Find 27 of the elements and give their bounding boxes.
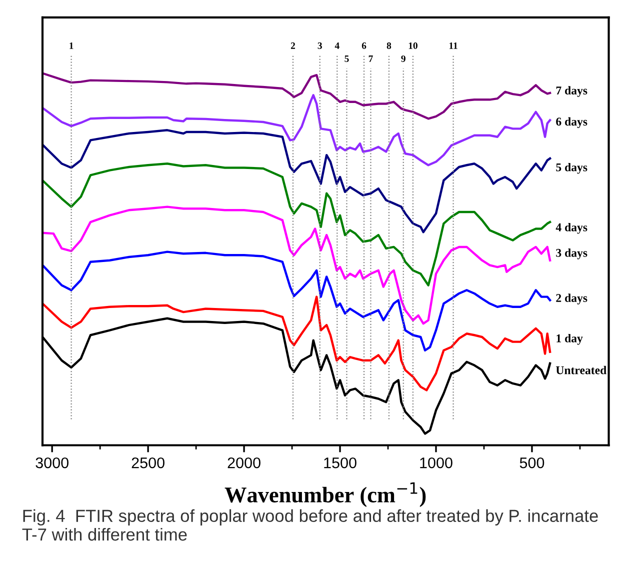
text: 6 <box>362 42 366 49</box>
series-label: 7 days <box>556 86 588 97</box>
text: 1 <box>70 42 74 49</box>
x-tick-label: 2000 <box>228 457 260 468</box>
text: 2 <box>290 42 296 49</box>
text: 4 <box>334 42 340 49</box>
series-label: 1 day <box>556 334 583 345</box>
x-tick-label: 3000 <box>36 457 68 468</box>
series-label: 5 days <box>556 162 588 174</box>
text: 10 <box>408 42 418 49</box>
series-label: 6 days <box>556 117 588 128</box>
text: 9 <box>401 55 406 62</box>
series-label: 2 days <box>556 294 588 304</box>
x-tick-label: 1500 <box>324 457 356 468</box>
text: 3 <box>318 42 322 49</box>
x-tick-label: 500 <box>520 457 544 468</box>
text: 8 <box>386 42 392 49</box>
text: 11 <box>449 42 458 49</box>
x-tick-label: 1000 <box>420 457 452 468</box>
text: 5 <box>344 56 349 62</box>
x-tick-label: 2500 <box>132 457 164 468</box>
series-label: 4 days <box>556 223 588 234</box>
caption: Fig. 4 FTIR spectra of poplar wood before and after treated by P. incarnate T-7 with different time <box>22 509 598 541</box>
series-label: Untreated <box>556 366 606 374</box>
series-label: 3 days <box>556 248 588 260</box>
x-axis-title: Wavenumber (cm$^{−1}$) <box>224 482 426 507</box>
text: 7 <box>368 56 373 62</box>
